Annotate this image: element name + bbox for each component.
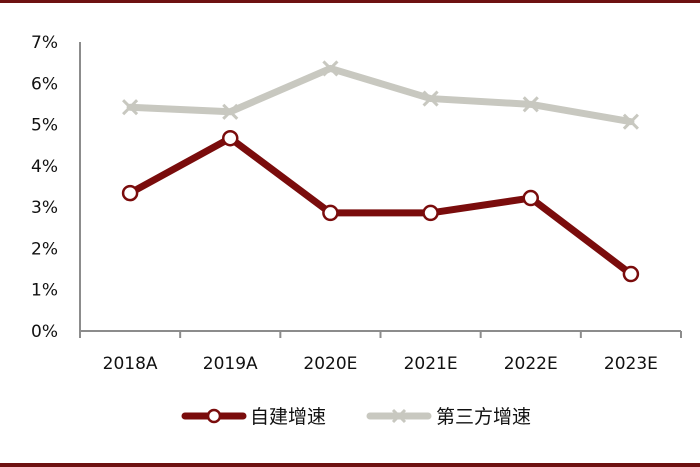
y-tick-label: 3%: [31, 198, 58, 218]
legend-item-self-built: 自建增速: [181, 406, 326, 428]
y-tick-label: 5%: [31, 116, 58, 136]
y-axis-labels: 0% 1% 2% 3% 4% 5% 6% 7%: [31, 33, 58, 342]
series-self-built: [121, 129, 640, 283]
circle-marker-icon: [206, 408, 222, 424]
legend-label: 第三方增速: [436, 406, 531, 428]
legend-item-third-party: 第三方增速: [366, 406, 531, 428]
x-tick-label: 2020E: [303, 354, 357, 374]
x-marker: [222, 103, 239, 120]
y-tick-label: 4%: [31, 157, 58, 177]
top-border: [0, 0, 700, 3]
x-marker: [122, 99, 139, 116]
circle-marker: [121, 184, 139, 202]
x-marker: [622, 113, 639, 130]
y-tick-label: 7%: [31, 33, 58, 53]
x-marker: [322, 60, 339, 77]
series-line: [126, 134, 635, 278]
x-tick-label: 2019A: [203, 354, 258, 374]
circle-marker: [622, 265, 640, 283]
y-tick-label: 2%: [31, 239, 58, 259]
bottom-border: [0, 463, 700, 467]
axes: [79, 42, 682, 338]
y-tick-label: 1%: [31, 281, 58, 301]
series-line: [126, 64, 635, 126]
circle-marker: [222, 129, 239, 147]
circle-marker: [422, 204, 439, 222]
x-marker-icon: [391, 408, 407, 424]
x-tick-label: 2021E: [404, 354, 458, 374]
y-tick-label: 6%: [31, 74, 58, 94]
x-marker: [422, 90, 439, 107]
x-tick-label: 2023E: [604, 354, 658, 374]
circle-marker: [322, 204, 339, 222]
legend: 自建增速 第三方增速: [181, 406, 531, 428]
x-tick-label: 2018A: [103, 354, 158, 374]
x-marker: [522, 96, 539, 113]
y-tick-label: 0%: [31, 322, 58, 342]
circle-marker: [522, 189, 539, 207]
series-lines: [121, 60, 640, 283]
legend-label: 自建增速: [250, 406, 326, 428]
x-tick-label: 2022E: [504, 354, 558, 374]
series-third-party: [122, 60, 639, 130]
x-axis-labels: 2018A 2019A 2020E 2021E 2022E 2023E: [103, 354, 658, 374]
